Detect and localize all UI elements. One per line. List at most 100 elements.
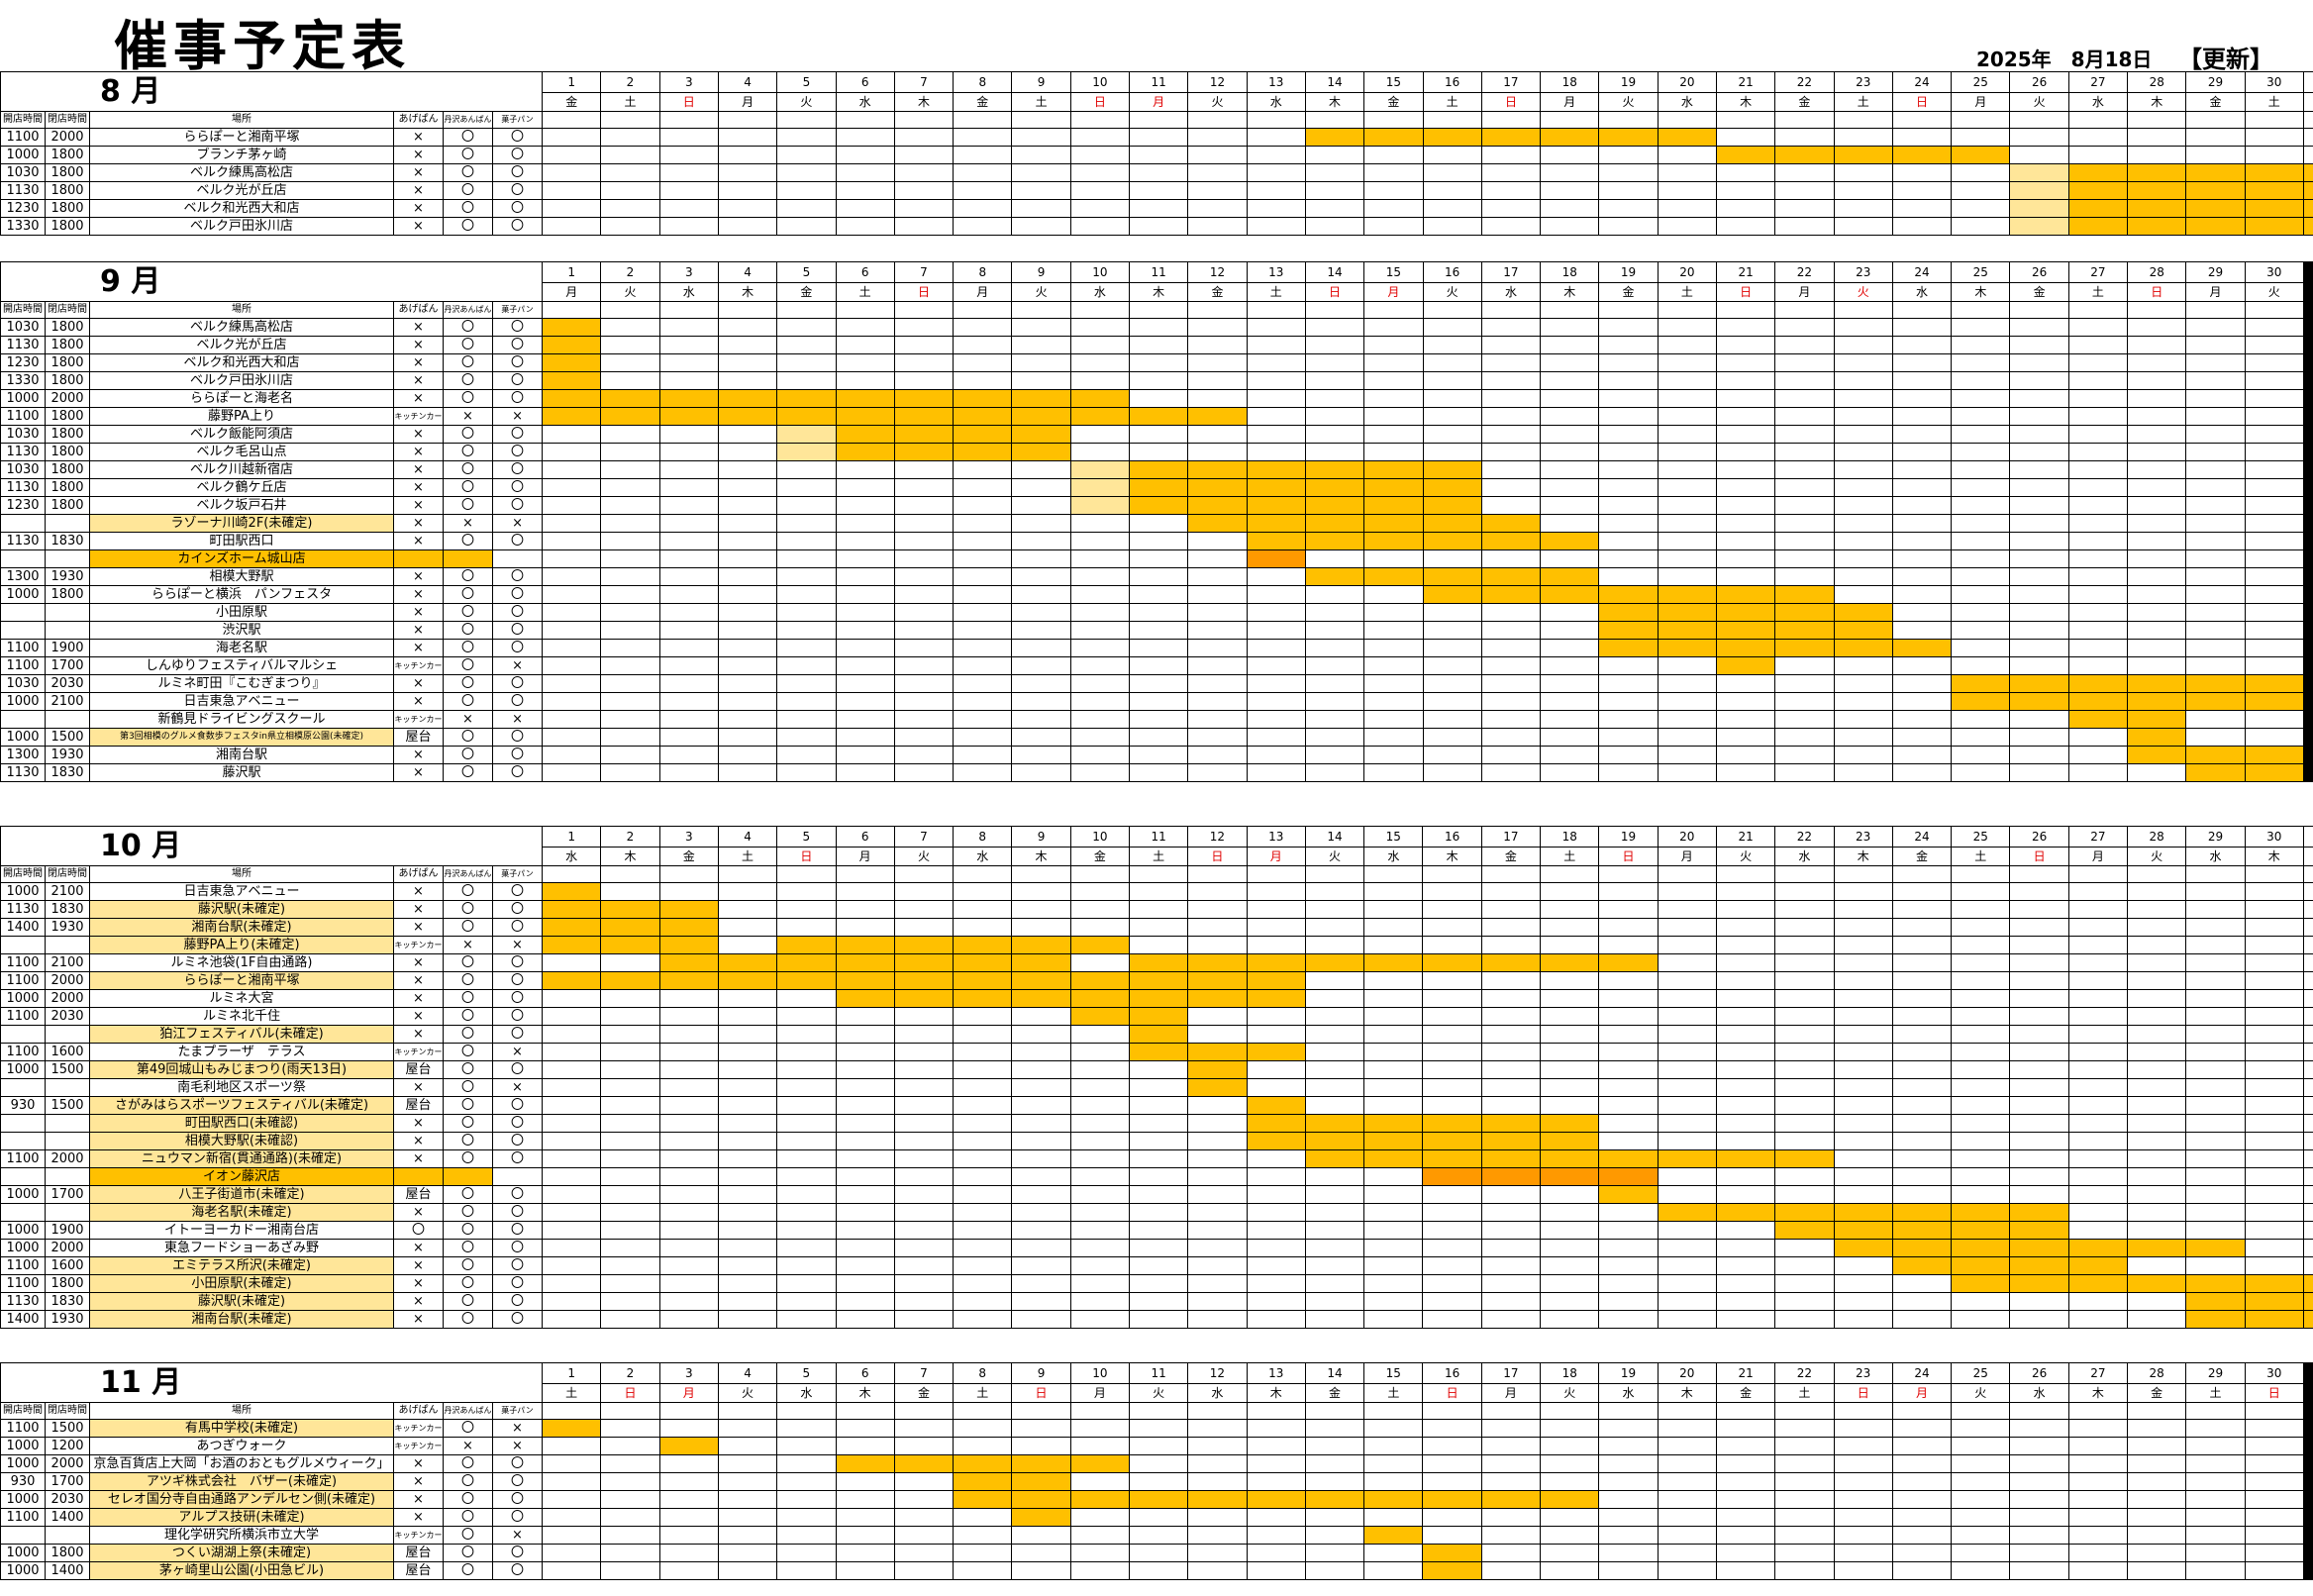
flag-c1 — [393, 1167, 444, 1186]
calendar-cell — [776, 900, 837, 919]
calendar-cell — [1129, 567, 1189, 586]
calendar-cell — [717, 1472, 778, 1491]
calendar-cell — [1187, 443, 1248, 461]
flag-c2: 〇 — [443, 353, 493, 372]
flag-c3: 〇 — [491, 1274, 544, 1293]
calendar-cell — [1363, 936, 1424, 954]
calendar-cell — [893, 301, 955, 319]
open-time: 1000 — [0, 1221, 46, 1240]
venue-name: ベルク練馬高松店 — [89, 163, 394, 182]
calendar-cell — [893, 181, 955, 200]
calendar-cell — [658, 1292, 719, 1311]
calendar-cell — [1187, 389, 1248, 408]
calendar-cell — [2185, 514, 2246, 533]
schedule-bar-cell — [2127, 746, 2187, 764]
calendar-cell — [1480, 710, 1542, 729]
schedule-bar-cell — [1480, 514, 1542, 533]
calendar-cell — [1363, 389, 1424, 408]
flag-c3: 〇 — [491, 336, 544, 354]
calendar-cell — [600, 336, 660, 354]
calendar-cell — [2009, 1060, 2069, 1079]
flag-c2: 〇 — [443, 1490, 493, 1509]
weekday: 土 — [1540, 847, 1600, 866]
weekday: 金 — [1069, 847, 1130, 866]
weekday-row: 月火水木金土日月火水木金土日月火水木金土日月火水木金土日月火 — [1, 282, 2313, 302]
calendar-cell — [1951, 301, 2011, 319]
calendar-cell — [1011, 371, 1071, 390]
calendar-cell — [2127, 1402, 2187, 1420]
calendar-cell — [1480, 865, 1542, 883]
calendar-cell — [1187, 1310, 1248, 1329]
venue-name: ベルク戸田氷川店 — [89, 217, 394, 236]
flag-c1: × — [393, 443, 444, 461]
weekday: 土 — [1246, 282, 1306, 302]
flag-c2: 〇 — [443, 389, 493, 408]
calendar-cell — [2244, 1025, 2304, 1044]
calendar-cell — [1128, 1167, 1189, 1186]
schedule-bar-cell — [776, 971, 837, 990]
day-number: 17 — [1480, 71, 1542, 93]
calendar-cell — [2067, 336, 2129, 354]
calendar-cell — [1128, 1402, 1189, 1420]
calendar-cell — [1657, 1526, 1717, 1545]
day-number: 5 — [776, 826, 837, 848]
calendar-cell — [1540, 181, 1600, 200]
close-time: 1900 — [45, 639, 90, 657]
calendar-cell — [717, 1437, 778, 1455]
flag-c1: × — [393, 1256, 444, 1275]
day-number: 6 — [835, 261, 895, 283]
open-time: 1330 — [0, 371, 46, 390]
calendar-cell — [1011, 514, 1071, 533]
schedule-bar-cell — [776, 389, 837, 408]
calendar-cell — [1891, 1561, 1953, 1580]
flag-c3: 〇 — [491, 674, 544, 693]
calendar-cell — [1246, 1025, 1306, 1044]
calendar-cell — [1129, 371, 1189, 390]
calendar-cell — [1304, 336, 1365, 354]
flag-c1: × — [393, 1149, 444, 1168]
calendar-cell — [1598, 882, 1659, 901]
calendar-cell — [542, 146, 602, 164]
calendar-cell — [1833, 710, 1893, 729]
calendar-cell — [776, 1149, 837, 1168]
calendar-cell — [600, 1221, 660, 1240]
schedule-bar-cell — [1187, 514, 1248, 533]
calendar-cell — [717, 163, 778, 182]
calendar-cell — [1422, 882, 1482, 901]
calendar-cell — [953, 1132, 1013, 1150]
calendar-cell — [893, 900, 955, 919]
calendar-cell — [658, 639, 719, 657]
col-header-c1: あげぱん — [393, 865, 444, 883]
calendar-cell — [1069, 353, 1131, 372]
calendar-cell — [1891, 371, 1953, 390]
schedule-bar-cell — [2067, 692, 2129, 711]
calendar-cell — [1715, 111, 1776, 129]
day-number: 8 — [953, 261, 1013, 283]
weekday: 月 — [1951, 92, 2011, 112]
calendar-cell — [1069, 549, 1131, 568]
calendar-cell — [717, 936, 778, 954]
calendar-cell — [1011, 1078, 1071, 1097]
calendar-cell — [953, 496, 1013, 515]
schedule-bar-cell — [1128, 1025, 1189, 1044]
flag-c3: 〇 — [491, 882, 544, 901]
day-number: 22 — [1774, 261, 1835, 283]
calendar-cell — [1363, 1256, 1424, 1275]
flag-c1: × — [393, 146, 444, 164]
day-number: 22 — [1774, 826, 1835, 848]
open-time: 1400 — [0, 1310, 46, 1329]
calendar-cell — [1069, 1060, 1130, 1079]
weekday: 土 — [1422, 92, 1482, 112]
schedule-bar-cell — [1774, 146, 1835, 164]
calendar-cell — [1304, 1274, 1365, 1293]
calendar-cell — [1011, 1043, 1071, 1061]
update-date: 2025年 8月18日 — [1976, 48, 2153, 71]
close-time — [45, 1167, 90, 1186]
flag-c1: × — [393, 971, 444, 990]
calendar-cell — [1363, 1221, 1424, 1240]
weekday: 金 — [1187, 282, 1248, 302]
schedule-bar-cell — [1833, 621, 1893, 640]
calendar-cell — [1598, 710, 1659, 729]
schedule-bar-cell — [2302, 1310, 2313, 1329]
event-row: 藤野PA上り(未確定) キッチンカー × × — [0, 936, 2313, 954]
